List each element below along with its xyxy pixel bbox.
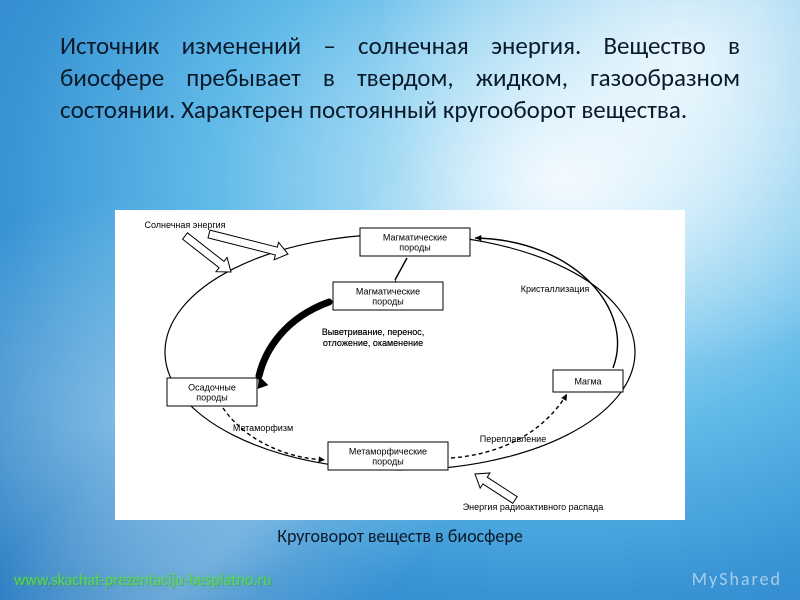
svg-text:породы: породы	[399, 242, 430, 252]
svg-text:Переплавление: Переплавление	[480, 434, 546, 444]
slide: Источник изменений – солнечная энергия. …	[0, 0, 800, 600]
svg-text:Энергия радиоактивного распада: Энергия радиоактивного распада	[463, 502, 604, 512]
paragraph: Источник изменений – солнечная энергия. …	[60, 30, 740, 126]
svg-text:Осадочные: Осадочные	[188, 382, 236, 392]
svg-text:отложение, окаменение: отложение, окаменение	[323, 338, 423, 348]
myshared-logo: MyShared	[692, 568, 782, 590]
svg-text:Кристаллизация: Кристаллизация	[521, 284, 590, 294]
rock-cycle-diagram: КристаллизацияВыветривание, перенос,Выве…	[115, 210, 685, 520]
svg-text:Магматические: Магматические	[383, 232, 447, 242]
diagram-caption: Круговорот веществ в биосфере	[0, 525, 800, 547]
svg-text:Метаморфические: Метаморфические	[349, 446, 427, 456]
svg-text:породы: породы	[196, 392, 227, 402]
svg-text:Магма: Магма	[574, 376, 601, 386]
svg-text:Выветривание, перенос,: Выветривание, перенос,	[322, 327, 425, 337]
svg-text:породы: породы	[372, 296, 403, 306]
svg-text:породы: породы	[372, 456, 403, 466]
svg-text:Метаморфизм: Метаморфизм	[233, 423, 293, 433]
svg-text:Солнечная энергия: Солнечная энергия	[144, 220, 225, 230]
diagram-container: КристаллизацияВыветривание, перенос,Выве…	[115, 210, 685, 520]
svg-text:Магматические: Магматические	[356, 286, 420, 296]
watermark: www.skachat-prezentaciju-besplatno.ru	[14, 571, 271, 590]
